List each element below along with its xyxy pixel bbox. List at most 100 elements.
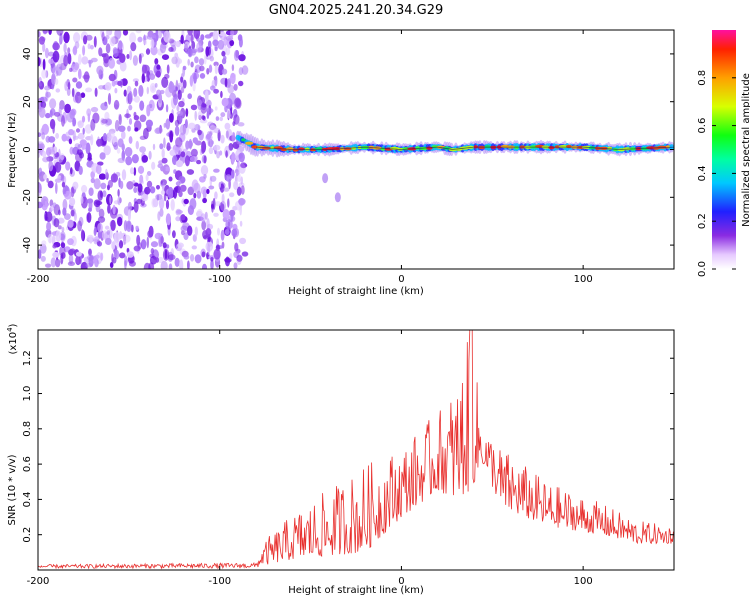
noise-blob: [213, 212, 219, 217]
noise-blob: [111, 241, 116, 250]
noise-blob: [176, 105, 180, 112]
noise-blob: [223, 187, 230, 192]
noise-blob: [198, 58, 205, 66]
noise-blob: [94, 87, 98, 98]
noise-blob: [73, 32, 81, 44]
noise-blob: [47, 180, 54, 189]
noise-blob: [150, 248, 155, 255]
noise-blob: [85, 142, 91, 155]
noise-blob: [177, 242, 184, 249]
noise-blob: [56, 30, 64, 36]
noise-blob: [82, 45, 86, 56]
noise-blob: [54, 78, 59, 85]
noise-blob: [45, 263, 52, 268]
noise-blob: [175, 137, 183, 148]
noise-blob: [126, 251, 134, 258]
noise-blob: [100, 182, 107, 190]
noise-blob: [220, 134, 225, 144]
noise-blob: [155, 70, 161, 78]
spectrogram-ridge: [235, 130, 674, 203]
noise-blob: [225, 219, 233, 230]
noise-blob: [145, 119, 153, 128]
noise-blob: [180, 86, 185, 94]
noise-blob: [52, 66, 56, 76]
noise-blob: [121, 130, 126, 140]
noise-blob: [203, 155, 207, 164]
noise-blob: [135, 30, 142, 34]
noise-blob: [75, 255, 81, 266]
noise-blob: [143, 262, 151, 269]
spectrogram-x-label: Height of straight line (km): [288, 286, 424, 297]
noise-blob: [109, 195, 112, 205]
noise-blob: [108, 73, 116, 82]
snr-x-tick-label: -200: [27, 576, 50, 587]
noise-blob: [192, 81, 196, 92]
noise-blob: [224, 122, 231, 130]
noise-blob: [69, 109, 76, 120]
noise-blob: [52, 42, 60, 51]
noise-blob: [229, 72, 236, 85]
noise-blob: [220, 229, 225, 241]
noise-blob: [174, 146, 182, 156]
noise-blob: [121, 78, 128, 86]
noise-blob: [83, 35, 88, 45]
spectrogram-x-tick-label: -200: [27, 274, 50, 285]
noise-blob: [140, 239, 147, 250]
noise-blob: [179, 259, 184, 269]
noise-blob: [233, 180, 239, 190]
noise-blob: [54, 161, 62, 173]
noise-blob: [208, 147, 214, 155]
noise-blob: [74, 91, 82, 104]
noise-blob: [155, 127, 163, 134]
noise-blob: [75, 81, 83, 89]
noise-blob: [113, 99, 120, 110]
noise-blob: [222, 209, 230, 220]
noise-blob: [176, 110, 184, 116]
noise-blob: [57, 59, 61, 68]
noise-blob: [117, 189, 120, 197]
noise-blob: [85, 262, 93, 268]
noise-blob: [40, 100, 47, 109]
ridge-peak: [292, 148, 299, 152]
noise-blob: [75, 128, 81, 133]
noise-blob: [60, 174, 65, 182]
noise-blob: [209, 125, 217, 133]
noise-blob: [183, 232, 189, 241]
noise-blob: [214, 201, 222, 207]
noise-blob: [138, 85, 144, 97]
noise-blob: [178, 175, 186, 184]
noise-blob: [148, 225, 154, 238]
noise-blob: [44, 200, 48, 206]
noise-blob: [217, 39, 225, 50]
noise-blob: [71, 87, 75, 98]
noise-blob: [193, 72, 197, 84]
noise-blob: [117, 80, 123, 87]
noise-blob: [69, 67, 73, 72]
noise-blob: [215, 116, 220, 121]
noise-blob: [38, 249, 42, 259]
noise-blob: [233, 49, 240, 62]
noise-blob: [48, 30, 52, 35]
noise-blob: [139, 174, 144, 184]
noise-blob: [104, 168, 108, 180]
noise-blob: [164, 166, 170, 172]
ridge-peak: [298, 147, 305, 151]
noise-blob: [82, 127, 85, 135]
noise-blob: [61, 226, 65, 233]
noise-blob: [137, 242, 142, 250]
noise-blob: [85, 34, 93, 41]
noise-blob: [114, 87, 118, 94]
noise-blob: [201, 147, 205, 155]
noise-blob: [160, 190, 166, 195]
noise-blob: [194, 226, 198, 237]
noise-blob: [171, 56, 178, 65]
noise-blob: [227, 198, 230, 208]
noise-blob: [86, 198, 93, 204]
noise-blob: [138, 53, 142, 64]
noise-blob: [76, 149, 84, 156]
noise-blob: [225, 256, 230, 267]
noise-blob: [221, 50, 226, 57]
noise-blob: [214, 106, 218, 111]
noise-blob: [194, 64, 202, 74]
noise-blob: [149, 73, 156, 80]
